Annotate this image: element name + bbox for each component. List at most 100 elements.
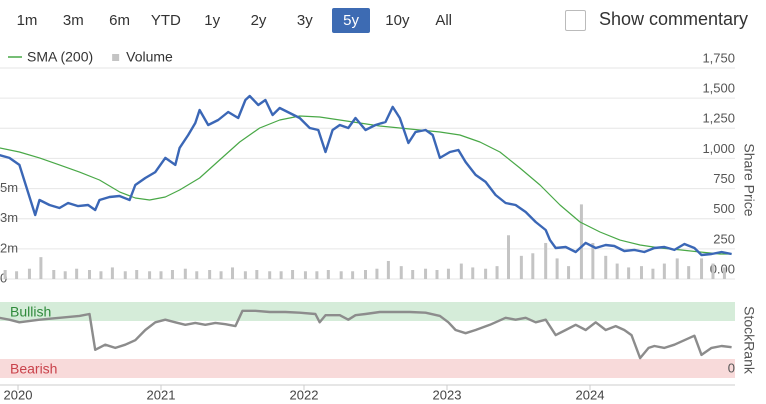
range-button[interactable]: 5y xyxy=(332,8,371,33)
volume-axis-label: 2m xyxy=(0,240,18,255)
y-tick-label: 1,750 xyxy=(702,50,735,65)
volume-bar xyxy=(63,271,67,279)
volume-bar xyxy=(615,263,619,279)
checkbox-label[interactable]: Show commentary xyxy=(599,9,749,29)
range-button[interactable]: 1y xyxy=(204,12,221,29)
series-line xyxy=(0,94,732,257)
volume-bar xyxy=(424,268,428,279)
volume-bar xyxy=(700,258,704,279)
volume-bar xyxy=(687,266,691,279)
x-tick-label: 2020 xyxy=(4,387,33,402)
range-button[interactable]: 6m xyxy=(109,12,131,29)
volume-bar xyxy=(243,271,247,279)
volume-bar xyxy=(170,269,174,279)
volume-bar xyxy=(675,258,679,279)
volume-bar xyxy=(291,269,295,279)
volume-bar xyxy=(363,269,367,279)
volume-bar xyxy=(639,266,643,279)
volume-bar xyxy=(183,268,187,279)
volume-bar xyxy=(375,268,379,279)
y-axis-label: Share Price xyxy=(741,143,757,216)
legend-label: SMA (200) xyxy=(27,49,93,65)
volume-axis-label: 3m xyxy=(0,210,18,225)
volume-bar xyxy=(3,269,7,279)
volume-bar xyxy=(662,263,666,279)
volume-bar xyxy=(123,271,127,279)
volume-bar xyxy=(604,255,608,279)
volume-bar xyxy=(268,271,272,279)
series-line xyxy=(0,309,732,360)
volume-bar xyxy=(279,271,283,279)
volume-bar xyxy=(722,267,726,279)
volume-bar xyxy=(208,269,212,279)
volume-bar xyxy=(459,263,463,279)
volume-bar xyxy=(88,269,92,279)
y-tick-label: 1,250 xyxy=(702,111,735,126)
y-tick-label: 1,500 xyxy=(702,81,735,96)
volume-bar xyxy=(15,271,19,279)
volume-bar xyxy=(555,258,559,279)
volume-bar xyxy=(411,269,415,279)
volume-bar xyxy=(159,271,163,279)
volume-bar xyxy=(567,266,571,279)
range-button[interactable]: 2y xyxy=(250,12,267,29)
volume-bar xyxy=(110,267,114,279)
volume-bar xyxy=(591,242,595,279)
volume-axis-label: 0 xyxy=(0,270,7,285)
y-axis-label: StockRank xyxy=(741,306,757,375)
bullish-band xyxy=(0,302,735,321)
volume-bar xyxy=(386,260,390,279)
volume-bar xyxy=(471,267,475,279)
volume-bar xyxy=(495,266,499,279)
volume-bar xyxy=(484,268,488,279)
volume-bar xyxy=(579,204,583,279)
volume-bar xyxy=(255,269,259,279)
y-tick-label: 0 xyxy=(728,360,735,375)
bearish-band xyxy=(0,359,735,378)
range-button[interactable]: All xyxy=(435,12,453,29)
y-tick-label: 1,000 xyxy=(702,141,735,156)
volume-bar xyxy=(315,271,319,279)
volume-bar xyxy=(231,267,235,279)
x-tick-label: 2023 xyxy=(433,387,462,402)
volume-bar xyxy=(506,235,510,279)
volume-bar xyxy=(544,242,548,279)
legend-label: Volume xyxy=(126,49,173,65)
volume-bar xyxy=(531,253,535,279)
volume-bar xyxy=(148,271,152,279)
volume-bar xyxy=(99,271,103,279)
y-tick-label: 750 xyxy=(713,171,735,186)
series-line xyxy=(0,115,732,255)
volume-bar xyxy=(711,263,715,279)
volume-bar xyxy=(651,268,655,279)
volume-bar xyxy=(435,269,439,279)
range-button[interactable]: 1m xyxy=(16,12,38,29)
y-tick-label: 0.00 xyxy=(710,261,735,276)
range-button[interactable]: 3y xyxy=(296,12,313,29)
volume-bar xyxy=(519,255,523,279)
volume-bar xyxy=(219,271,223,279)
volume-bar xyxy=(75,268,79,279)
range-button[interactable]: YTD xyxy=(150,12,181,29)
range-button[interactable]: 3m xyxy=(62,12,84,29)
volume-bar xyxy=(351,271,355,279)
volume-bar xyxy=(326,269,330,279)
volume-bar xyxy=(339,271,343,279)
y-tick-label: 250 xyxy=(713,231,735,246)
band-label: Bearish xyxy=(10,361,57,377)
x-tick-label: 2021 xyxy=(147,387,176,402)
range-button[interactable]: 10y xyxy=(385,12,410,29)
volume-bar xyxy=(399,266,403,279)
volume-axis-label: 5m xyxy=(0,180,18,195)
volume-bar xyxy=(27,268,31,279)
volume-bar xyxy=(446,268,450,279)
band-label: Bullish xyxy=(10,304,51,320)
x-tick-label: 2024 xyxy=(576,387,605,402)
volume-bar xyxy=(195,271,199,279)
y-tick-label: 500 xyxy=(713,201,735,216)
volume-bar xyxy=(135,269,139,279)
checkbox[interactable] xyxy=(565,10,586,31)
volume-bar xyxy=(627,267,631,279)
